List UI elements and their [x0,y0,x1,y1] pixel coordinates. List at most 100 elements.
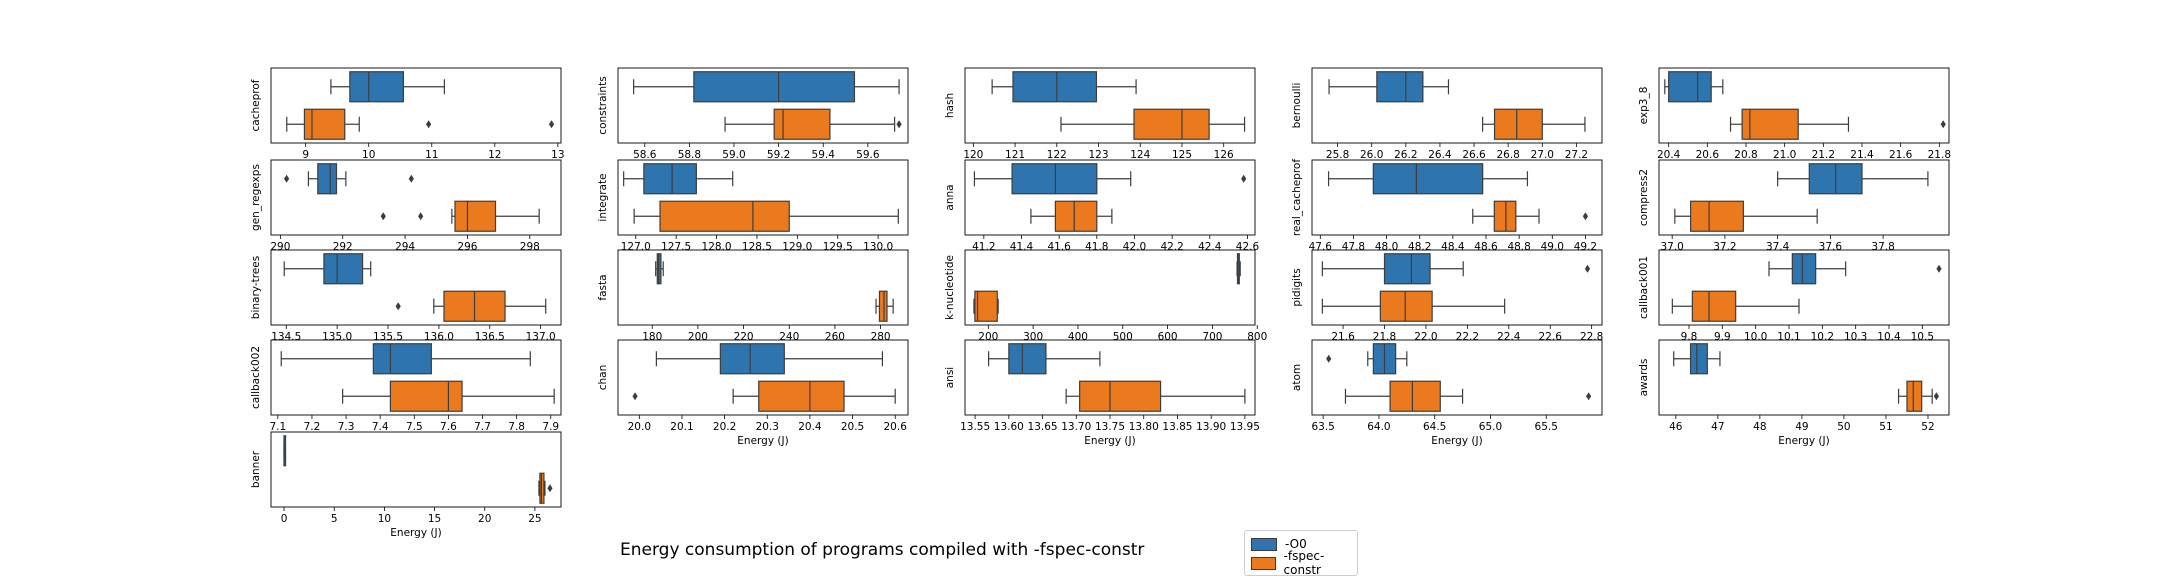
x-tick-label: 48.2 [1408,241,1431,253]
x-tick-label: 10.0 [1744,331,1767,343]
x-tick-label: 59.2 [767,149,790,161]
x-tick-label: 13.65 [1028,421,1058,433]
x-tick-label: 27.0 [1531,149,1554,161]
subplot-k-nucleotide: k-nucleotide 200 300 400 500 600 700 800 [944,249,1267,343]
x-tick-label: 125 [1172,149,1192,161]
x-tick-label: 50 [1837,421,1850,433]
x-tick-label: 49.0 [1541,241,1564,253]
outlier-point [1241,174,1247,183]
x-tick-label: 10.5 [1911,331,1934,343]
subplot-ylabel: ansi [944,367,956,388]
x-tick-label: 52 [1921,421,1934,433]
x-tick-label: 27.2 [1565,149,1588,161]
x-tick-label: 41.8 [1085,241,1108,253]
box-fspec-constr [1729,108,1946,140]
box-fspec-constr [1897,380,1939,412]
subplot-ylabel: gen_regexps [250,164,262,231]
box-iqr [1383,253,1431,285]
box-iqr [758,380,845,412]
plot-frame [1658,249,1950,326]
box-o0 [283,253,372,285]
x-axis-label: Energy (J) [1778,435,1829,447]
x-tick-label: 48.8 [1507,241,1530,253]
x-tick-label: 127.5 [661,241,691,253]
outlier-point [395,302,401,311]
subplot-hash: hash 120 121 122 123 124 125 126 [944,67,1256,161]
box-iqr [659,200,790,232]
subplot-ylabel: bernoulli [1291,83,1303,129]
box-fspec-constr [1674,200,1818,232]
x-tick-label: 22.4 [1497,331,1521,343]
box-iqr [1741,108,1799,140]
outlier-point [1584,264,1591,273]
legend-item-o0: -O0 [1251,536,1307,552]
plot-frame [964,159,1256,236]
box-iqr [878,290,888,322]
x-tick-label: 42.2 [1160,241,1183,253]
plot-frame [1311,249,1603,326]
outlier-point [380,212,386,221]
figure-title: Energy consumption of programs compiled … [620,540,1145,560]
x-tick-label: 48.4 [1441,241,1465,253]
outlier-point [283,174,290,183]
x-tick-label: 21.4 [1850,149,1874,161]
box-iqr [1012,71,1098,103]
x-tick-label: 7.1 [269,421,286,433]
x-axis-label: Energy (J) [1431,435,1482,447]
x-tick-label: 26.6 [1462,149,1486,161]
box-iqr [1008,343,1047,375]
x-tick-label: 127.0 [621,241,651,253]
x-tick-label: 20.6 [1696,149,1720,161]
x-tick-label: 47.8 [1342,241,1365,253]
subplot-binary-trees: binary-trees 134.5 135.0 135.5 136.0 136.5 137… [250,249,562,343]
box-o0 [988,343,1101,375]
x-axis-label: Energy (J) [390,527,441,539]
x-tick-label: 15 [428,513,441,525]
x-axis-label: Energy (J) [737,435,788,447]
box-o0 [1768,253,1942,285]
x-tick-label: 134.5 [271,331,301,343]
x-tick-label: 41.6 [1047,241,1071,253]
box-fspec-constr [724,108,902,140]
x-tick-label: 400 [1068,331,1088,343]
x-tick-label: 7.8 [508,421,525,433]
subplot-ylabel: atom [1291,364,1303,391]
x-tick-label: 290 [270,241,290,253]
outlier-point [408,174,414,183]
x-tick-label: 128.5 [742,241,772,253]
x-tick-label: 600 [1158,331,1178,343]
x-tick-label: 13.90 [1196,421,1226,433]
subplot-ylabel: cacheprof [250,79,262,131]
x-tick-label: 47 [1711,421,1724,433]
box-iqr [1691,290,1737,322]
plot-frame [270,67,562,144]
box-fspec-constr [1321,290,1506,322]
box-iqr [349,71,404,103]
subplot-ylabel: compress2 [1638,169,1650,226]
box-iqr [643,163,697,195]
box-iqr [323,253,364,285]
box-o0 [1321,253,1591,285]
x-tick-label: 26.8 [1496,149,1519,161]
x-tick-label: 58.8 [678,149,701,161]
x-tick-label: 48.0 [1375,241,1398,253]
x-tick-label: 10.3 [1844,331,1867,343]
x-tick-label: 22.2 [1456,331,1479,343]
box-o0 [1328,71,1450,103]
subplot-ylabel: k-nucleotide [944,255,956,320]
box-fspec-constr [973,290,999,322]
outlier-point [896,120,902,129]
x-tick-label: 20.1 [670,421,693,433]
x-tick-label: 21.6 [1889,149,1913,161]
plot-frame [617,159,909,236]
x-tick-label: 10.4 [1877,331,1901,343]
x-tick-label: 37.0 [1660,241,1683,253]
x-tick-label: 300 [1023,331,1043,343]
plot-frame [270,431,562,508]
x-tick-label: 7.9 [542,421,559,433]
box-iqr [1054,200,1098,232]
x-tick-label: 124 [1130,149,1150,161]
subplot-ylabel: fasta [597,274,609,300]
x-tick-label: 123 [1089,149,1109,161]
x-tick-label: 136.5 [475,331,505,343]
